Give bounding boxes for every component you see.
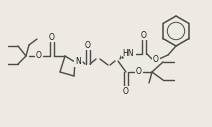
Text: N: N (75, 58, 81, 67)
Text: O: O (123, 86, 129, 96)
Text: O: O (153, 54, 159, 64)
Text: O: O (49, 33, 55, 42)
Text: HN: HN (122, 50, 134, 59)
Text: O: O (85, 41, 91, 50)
Text: O: O (141, 30, 147, 39)
Text: O: O (136, 67, 142, 76)
Text: O: O (36, 52, 42, 60)
